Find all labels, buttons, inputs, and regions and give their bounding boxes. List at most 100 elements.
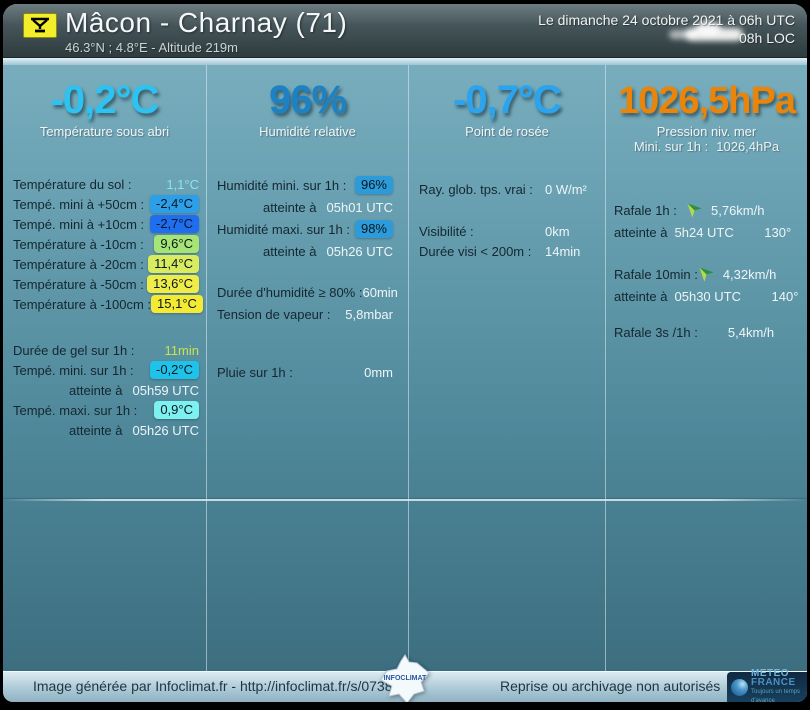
weather-report-panel: Mâcon - Charnay (71) 46.3°N ; 4.8°E - Al… — [3, 4, 807, 702]
row-label: atteinte à — [69, 422, 123, 438]
row-label: atteinte à — [263, 199, 317, 215]
row-label: Tempé. mini. sur 1h : — [13, 362, 134, 378]
row-label: Température à -100cm : — [13, 296, 152, 312]
data-row: Rafale 3s /1h : 5,4km/h — [606, 321, 807, 343]
row-time: 05h30 UTC — [674, 288, 741, 304]
row-label: Humidité maxi. sur 1h : — [217, 221, 350, 237]
wind-direction-icon — [686, 202, 703, 219]
temperature-value: -0,2°C — [50, 78, 160, 122]
column-temperature: -0,2°C Température sous abri Température… — [3, 65, 206, 672]
summary-pressure: 1026,5hPa Pression niv. mer Mini. sur 1h… — [606, 80, 807, 169]
header-divider-band — [3, 58, 807, 65]
summary-temperature: -0,2°C Température sous abri — [3, 78, 206, 167]
row-label: Tempé. mini à +10cm : — [13, 216, 145, 232]
data-row: Température à -20cm : 11,4°C — [3, 254, 206, 274]
data-row: Pluie sur 1h : 0mm — [207, 361, 408, 383]
main-content: -0,2°C Température sous abri Température… — [3, 65, 807, 672]
row-value: 05h59 UTC — [132, 382, 199, 398]
row-label: Visibilité : — [419, 223, 474, 239]
row-value: 0 W/m² — [545, 181, 587, 197]
data-row: Durée d'humidité ≥ 80% : 60min — [207, 281, 408, 303]
row-value: 5,76km/h — [711, 202, 765, 218]
data-row: Durée visi < 200m : 14min — [409, 241, 605, 261]
data-row: Tempé. mini à +50cm : -2,4°C — [3, 194, 206, 214]
row-value: 5,8mbar — [345, 306, 393, 322]
row-label: Durée visi < 200m : — [419, 243, 532, 259]
row-label: Tempé. maxi. sur 1h : — [13, 402, 138, 418]
data-row: Température à -100cm : 15,1°C — [3, 294, 206, 314]
row-label: atteinte à — [69, 382, 123, 398]
row-label: Tempé. mini à +50cm : — [13, 196, 145, 212]
data-row: Ray. glob. tps. vrai : 0 W/m² — [409, 179, 605, 199]
row-value: 5,4km/h — [727, 324, 775, 340]
france-map-icon: INFOCLIMAT — [380, 654, 430, 702]
page-title: Mâcon - Charnay (71) — [65, 7, 348, 38]
station-symbol-glyph — [31, 17, 49, 33]
data-row: Température à -10cm : 9,6°C — [3, 234, 206, 254]
humidity-label: Humidité relative — [259, 124, 356, 139]
wind-rows: Rafale 1h : 5,76km/h atteinte à 5h24 UTC… — [606, 169, 807, 343]
date-utc: Le dimanche 24 octobre 2021 à 06h UTC — [538, 12, 795, 28]
row-value: 0mm — [364, 364, 393, 380]
data-row: atteinte à 5h24 UTC 130° — [606, 221, 807, 243]
humidity-value: 96% — [268, 78, 347, 122]
row-value: 05h26 UTC — [132, 422, 199, 438]
row-value: 0km — [545, 223, 570, 239]
pressure-mini-label: Mini. sur 1h : — [633, 139, 709, 154]
meteo-france-logo: METEO FRANCE Toujours un temps d'avance — [727, 667, 807, 702]
meteo-france-globe-icon — [731, 678, 748, 696]
row-label: Température à -50cm : — [13, 276, 144, 292]
dew-point-label: Point de rosée — [465, 124, 549, 139]
column-radiation-visibility: -0,7°C Point de rosée Ray. glob. tps. vr… — [408, 65, 605, 672]
row-label: Température à -20cm : — [13, 256, 144, 272]
data-row: Humidité maxi. sur 1h : 98% — [207, 218, 408, 240]
dew-point-value: -0,7°C — [453, 78, 562, 122]
row-label: Rafale 10min : — [614, 266, 698, 282]
meteo-france-text: METEO FRANCE Toujours un temps d'avance — [751, 667, 801, 702]
credit-text: Image générée par Infoclimat.fr - http:/… — [33, 678, 401, 694]
row-value: 4,32km/h — [722, 266, 777, 282]
row-value: -0,2°C — [150, 361, 199, 379]
pressure-mini-value: 1026,4hPa — [716, 139, 780, 154]
row-value: 130° — [764, 224, 792, 240]
row-value: 60min — [362, 284, 398, 300]
row-label: Rafale 3s /1h : — [614, 324, 698, 340]
data-row: Tension de vapeur : 5,8mbar — [207, 303, 408, 325]
column-wind: 1026,5hPa Pression niv. mer Mini. sur 1h… — [605, 65, 807, 672]
station-titles: Mâcon - Charnay (71) 46.3°N ; 4.8°E - Al… — [65, 7, 347, 55]
row-value: 05h26 UTC — [326, 243, 393, 259]
cloud-icon — [669, 21, 743, 41]
row-label: Rafale 1h : — [614, 202, 677, 218]
temperature-label: Température sous abri — [39, 124, 170, 139]
row-value: 140° — [771, 288, 799, 304]
row-value: -2,4°C — [150, 195, 199, 213]
data-row: atteinte à 05h30 UTC 140° — [606, 285, 807, 307]
data-row: atteinte à 05h01 UTC — [207, 196, 408, 218]
data-row: Durée de gel sur 1h : 11min — [3, 340, 206, 360]
datetime-block: Le dimanche 24 octobre 2021 à 06h UTC 08… — [538, 11, 795, 47]
row-label: Tension de vapeur : — [217, 306, 331, 322]
row-label: atteinte à — [263, 243, 317, 259]
temperature-rows: Température du sol : 1,1°C Tempé. mini à… — [3, 167, 206, 440]
data-row: Tempé. mini à +10cm : -2,7°C — [3, 214, 206, 234]
row-label: Pluie sur 1h : — [217, 364, 293, 380]
summary-dew-point: -0,7°C Point de rosée — [409, 78, 605, 167]
row-value: 13,6°C — [147, 275, 199, 293]
station-coordinates: 46.3°N ; 4.8°E - Altitude 219m — [65, 40, 238, 55]
row-value: 9,6°C — [154, 235, 199, 253]
radiation-rows: Ray. glob. tps. vrai : 0 W/m² Visibilité… — [409, 167, 605, 261]
row-value: 05h01 UTC — [326, 199, 393, 215]
pressure-label: Pression niv. mer — [656, 124, 757, 139]
row-value: 11min — [164, 342, 199, 358]
data-row: Température du sol : 1,1°C — [3, 174, 206, 194]
synop-station-icon — [23, 13, 57, 38]
row-label: Température à -10cm : — [13, 236, 144, 252]
data-row: Rafale 10min : 4,32km/h — [606, 263, 807, 285]
data-row: atteinte à 05h59 UTC — [3, 380, 206, 400]
row-value: 0,9°C — [154, 401, 199, 419]
data-row: Rafale 1h : 5,76km/h — [606, 199, 807, 221]
row-label: Ray. glob. tps. vrai : — [419, 181, 533, 197]
row-value: 11,4°C — [148, 255, 199, 273]
data-row: atteinte à 05h26 UTC — [3, 420, 206, 440]
row-time: 5h24 UTC — [674, 224, 734, 240]
